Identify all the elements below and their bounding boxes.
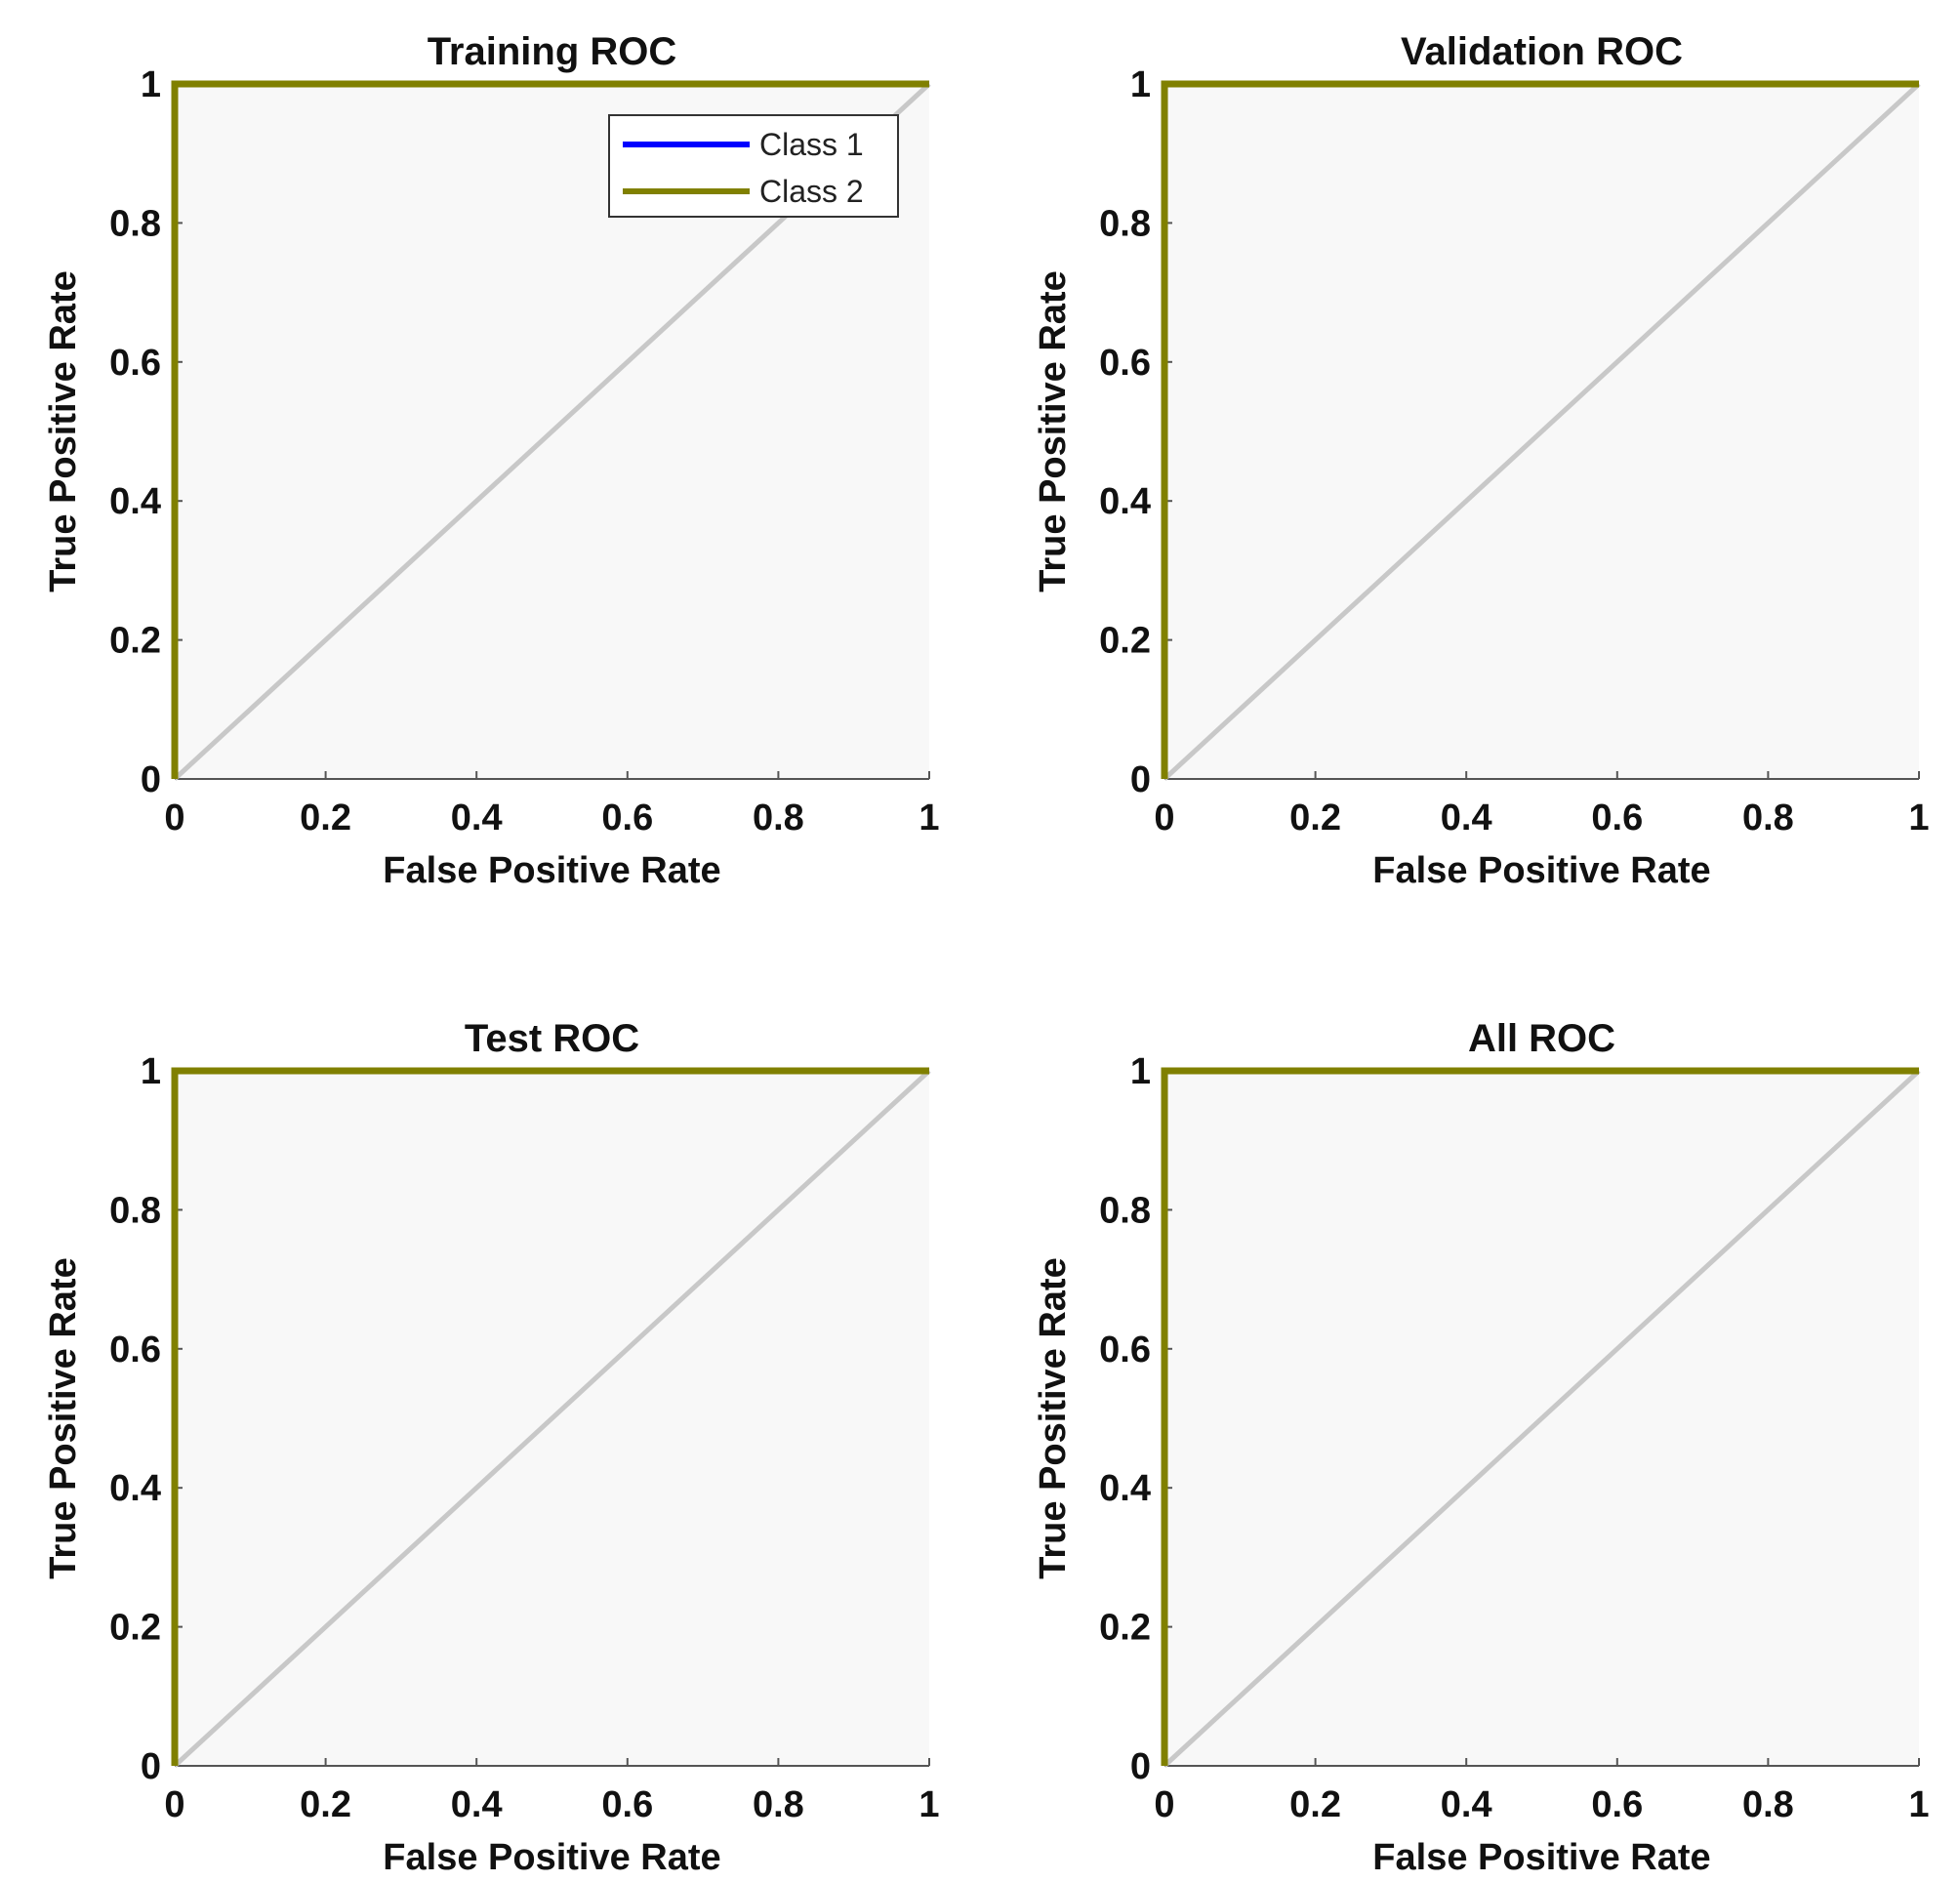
roc-series-class-2 (171, 80, 929, 779)
y-tick-label: 0.4 (109, 481, 161, 522)
x-tick-label: 0.6 (1591, 1784, 1643, 1825)
y-tick-label: 1 (141, 64, 161, 105)
x-tick-label: 0.6 (1591, 798, 1643, 839)
y-tick-label: 0.8 (1099, 1190, 1151, 1231)
diagonal-reference-line (1163, 82, 1921, 781)
y-tick-label: 0.4 (109, 1468, 161, 1509)
y-axis-label: True Positive Rate (43, 1257, 84, 1578)
x-tick-label: 0.2 (1289, 798, 1341, 839)
x-tick-label: 0 (1154, 1784, 1174, 1825)
y-tick-label: 0.8 (109, 203, 161, 244)
y-tick-label: 0 (1130, 1746, 1151, 1787)
y-tick-label: 0.6 (109, 1330, 161, 1371)
x-tick-label: 1 (919, 798, 939, 839)
roc-panel-2: 0 0.2 0.4 0.6 0.8 1 0 0.2 0.4 0.6 0.8 1 Test ROC Fals… (43, 1017, 940, 1878)
x-tick-label: 0.6 (601, 1784, 653, 1825)
y-tick-label: 0.6 (1099, 343, 1151, 384)
x-tick-label: 0.2 (1289, 1784, 1341, 1825)
y-tick-label: 0.2 (1099, 621, 1151, 662)
y-tick-label: 0.2 (109, 1608, 161, 1649)
x-axis-label: False Positive Rate (383, 850, 720, 891)
y-tick-label: 0.6 (1099, 1330, 1151, 1371)
legend: Class 1 Class 2 (608, 114, 899, 218)
x-tick-label: 0 (164, 798, 184, 839)
roc-panel-1: 0 0.2 0.4 0.6 0.8 1 0 0.2 0.4 0.6 0.8 1 Validation R… (1033, 30, 1930, 891)
roc-series-class-2 (1161, 80, 1919, 779)
y-axis-label: True Positive Rate (1033, 270, 1074, 592)
x-tick-label: 0.6 (601, 798, 653, 839)
x-tick-label: 1 (919, 1784, 939, 1825)
y-tick-label: 0.4 (1099, 481, 1151, 522)
x-tick-label: 1 (1908, 798, 1929, 839)
y-tick-label: 0.8 (109, 1190, 161, 1231)
x-tick-label: 0.4 (1441, 1784, 1492, 1825)
y-tick-label: 0.2 (109, 621, 161, 662)
chart-title: Training ROC (428, 30, 677, 73)
roc-series-class-2 (171, 1067, 929, 1766)
diagonal-reference-line (1163, 1069, 1921, 1768)
y-tick-label: 1 (1130, 64, 1151, 105)
legend-label-class-2: Class 2 (759, 174, 864, 209)
x-tick-label: 1 (1908, 1784, 1929, 1825)
x-tick-label: 0.4 (1441, 798, 1492, 839)
y-tick-label: 0.4 (1099, 1468, 1151, 1509)
x-tick-label: 0.4 (451, 1784, 503, 1825)
x-tick-label: 0.2 (300, 1784, 351, 1825)
roc-panel-0: 0 0.2 0.4 0.6 0.8 1 0 0.2 0.4 0.6 0.8 1 Training ROC… (43, 30, 940, 891)
x-tick-label: 0 (1154, 798, 1174, 839)
x-tick-label: 0.2 (300, 798, 351, 839)
roc-panel-3: 0 0.2 0.4 0.6 0.8 1 0 0.2 0.4 0.6 0.8 1 All ROC False… (1033, 1017, 1930, 1878)
y-tick-label: 1 (1130, 1051, 1151, 1092)
y-tick-label: 0 (141, 759, 161, 800)
x-tick-label: 0 (164, 1784, 184, 1825)
x-tick-label: 0.8 (1742, 1784, 1794, 1825)
x-tick-label: 0.4 (451, 798, 503, 839)
y-axis-label: True Positive Rate (43, 270, 84, 592)
y-tick-label: 0.6 (109, 343, 161, 384)
x-tick-label: 0.8 (1742, 798, 1794, 839)
legend-box (608, 114, 899, 218)
y-tick-label: 0 (141, 1746, 161, 1787)
legend-label-class-1: Class 1 (759, 127, 864, 162)
y-tick-label: 0.2 (1099, 1608, 1151, 1649)
diagonal-reference-line (173, 1069, 931, 1768)
y-tick-label: 0.8 (1099, 203, 1151, 244)
x-tick-label: 0.8 (753, 1784, 804, 1825)
roc-series-class-2 (1161, 1067, 1919, 1766)
y-axis-label: True Positive Rate (1033, 1257, 1074, 1578)
chart-title: Test ROC (465, 1017, 639, 1060)
x-axis-label: False Positive Rate (1372, 1837, 1710, 1878)
x-axis-label: False Positive Rate (1372, 850, 1710, 891)
chart-title: Validation ROC (1401, 30, 1683, 73)
x-tick-label: 0.8 (753, 798, 804, 839)
chart-title: All ROC (1468, 1017, 1615, 1060)
y-tick-label: 0 (1130, 759, 1151, 800)
x-axis-label: False Positive Rate (383, 1837, 720, 1878)
y-tick-label: 1 (141, 1051, 161, 1092)
